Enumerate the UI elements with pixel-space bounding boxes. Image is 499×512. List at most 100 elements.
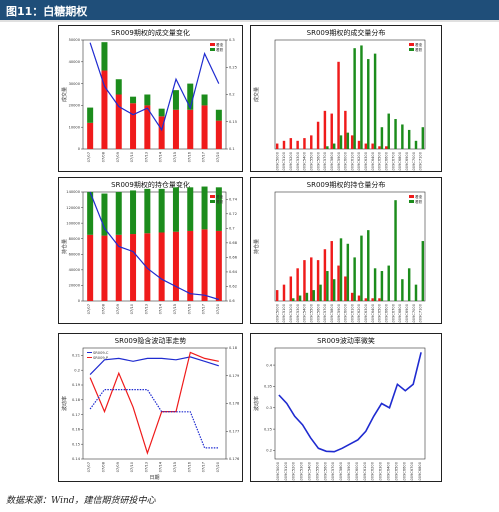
x-tick-label: SR009C7000: [412, 303, 416, 323]
bar: [360, 45, 363, 150]
bar: [115, 94, 122, 149]
bar: [296, 268, 299, 301]
bar: [326, 271, 329, 301]
bar: [215, 187, 222, 231]
bar: [364, 143, 368, 149]
x-tick-label: SR009C6500: [378, 151, 382, 171]
x-tick-label: SR009C6000: [355, 461, 359, 481]
x-tick-label: SR009C6100: [363, 461, 367, 481]
bar: [201, 105, 208, 149]
bar: [87, 122, 94, 149]
y-axis-label: 持仓量: [253, 239, 260, 254]
x-tick-label: SR009C5900: [347, 461, 351, 481]
y-tick-label: 80000: [69, 237, 81, 241]
bar: [407, 268, 411, 301]
x-tick-label: SR009C5800: [330, 303, 334, 323]
x-tick-label: SR009C5800: [330, 151, 334, 171]
bar: [312, 290, 315, 301]
bar: [115, 79, 122, 95]
y2-tick-label: 0.62: [229, 285, 237, 289]
bar: [303, 260, 306, 301]
plot-frame: [82, 191, 227, 302]
x-tick-label: SR009C5900: [337, 151, 341, 171]
y-tick-label: 0.35: [264, 385, 272, 389]
x-tick-label: SR009C6800: [418, 461, 422, 481]
x-tick-label: 07/14: [159, 151, 163, 162]
x-tick-label: SR009C5500: [310, 151, 314, 171]
bar: [144, 105, 151, 149]
bar: [303, 138, 306, 149]
x-tick-label: SR009C6600: [402, 461, 406, 481]
y-tick-label: 0.15: [72, 442, 80, 446]
bar: [330, 241, 333, 301]
chart-title: SR009期权的持仓量分布: [307, 180, 386, 189]
x-tick-label: 07/15: [173, 462, 177, 472]
bar: [373, 53, 377, 149]
series-line: [89, 351, 219, 456]
x-tick-label: SR009C5200: [289, 151, 293, 171]
bar: [130, 234, 137, 301]
legend-label: SR009-P: [93, 356, 109, 360]
bar: [215, 109, 222, 121]
bar: [367, 59, 370, 150]
x-axis-label: 日期: [149, 475, 159, 481]
bar: [115, 192, 122, 235]
x-tick-label: SR009C5700: [323, 303, 327, 323]
legend-swatch: [210, 200, 215, 203]
chart-title: SR009期权的持仓量变化: [111, 180, 190, 189]
series-line: [89, 42, 220, 132]
bar: [101, 42, 108, 71]
legend-swatch: [210, 43, 215, 46]
bar: [275, 143, 279, 149]
y-tick-label: 0.4: [266, 363, 272, 367]
chart-title: SR009期权的成交量分布: [307, 28, 386, 37]
bar: [187, 187, 194, 231]
legend-label: 看涨: [216, 42, 224, 47]
x-tick-label: SR009C6700: [391, 303, 395, 323]
bar: [101, 193, 108, 236]
x-tick-label: 07/08: [101, 151, 105, 162]
plot-frame: [274, 191, 426, 302]
y2-tick-label: 0.18: [229, 346, 238, 350]
y-tick-label: 0.19: [72, 383, 81, 387]
x-tick-label: SR009C6600: [385, 303, 389, 323]
y-axis-label: 成交量: [61, 87, 68, 102]
legend-label: 看涨: [216, 194, 224, 199]
source-note: 数据来源：Wind，建信期货研投中心: [6, 496, 156, 506]
legend-swatch: [409, 200, 414, 203]
y-tick-label: 0.2: [266, 449, 272, 453]
bar: [130, 190, 137, 235]
bar: [115, 234, 122, 301]
bar: [305, 292, 309, 301]
bar: [394, 119, 397, 149]
y-tick-label: 120000: [66, 206, 80, 210]
bar: [187, 83, 194, 110]
bar: [144, 94, 151, 106]
bar: [282, 284, 286, 301]
x-tick-label: SR009C5100: [284, 461, 288, 481]
x-tick-label: 07/20: [216, 461, 220, 472]
legend-label: 看跌: [415, 47, 423, 52]
y-tick-label: 0.25: [264, 427, 272, 431]
x-tick-label: SR009C6700: [391, 151, 395, 171]
x-tick-label: 07/17: [202, 462, 206, 472]
bar: [414, 140, 418, 149]
x-tick-label: 07/15: [173, 304, 177, 314]
x-tick-label: 07/10: [130, 151, 134, 162]
x-tick-label: 07/15: [173, 152, 177, 162]
x-tick-label: SR009C6700: [410, 461, 414, 481]
x-tick-label: SR009C6600: [385, 151, 389, 171]
bar: [353, 257, 356, 301]
bar: [380, 127, 384, 149]
x-tick-label: 07/08: [101, 303, 105, 314]
bar: [101, 235, 108, 301]
x-tick-label: SR009C6000: [344, 303, 348, 323]
bar: [337, 265, 340, 301]
legend-swatch: [409, 43, 414, 46]
bar: [357, 140, 361, 149]
y-tick-label: 140000: [66, 190, 80, 194]
x-tick-label: SR009C6400: [371, 151, 375, 171]
x-tick-label: 07/13: [144, 304, 148, 314]
bar: [394, 200, 397, 301]
y-tick-label: 20000: [69, 104, 81, 108]
